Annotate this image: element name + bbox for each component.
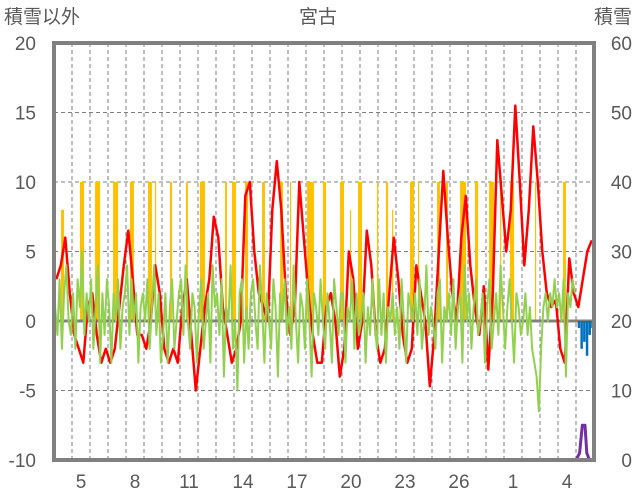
blue-bar xyxy=(583,321,586,342)
x-tick-label: 23 xyxy=(394,472,415,493)
precip-bar xyxy=(509,182,515,321)
precip-bar xyxy=(376,182,379,321)
precip-bar xyxy=(475,182,479,321)
precip-bar xyxy=(147,182,152,321)
left-axis-title: 積雪以外 xyxy=(4,6,80,28)
right-tick-label: 0 xyxy=(621,451,632,472)
right-tick-label: 10 xyxy=(611,382,632,403)
precip-bar xyxy=(232,182,236,321)
left-tick-label: 20 xyxy=(15,34,36,55)
blue-bar xyxy=(585,321,589,356)
precip-bar xyxy=(280,182,283,321)
x-tick-label: 5 xyxy=(76,472,87,493)
precip-bar xyxy=(385,182,389,321)
precip-bar xyxy=(410,182,414,321)
precip-bar xyxy=(154,182,157,321)
precip-bar xyxy=(340,182,344,321)
precip-bar xyxy=(500,182,502,321)
left-tick-label: 15 xyxy=(15,104,36,125)
left-tick-label: 0 xyxy=(25,312,36,333)
precip-bars xyxy=(61,182,566,321)
blue-bar xyxy=(580,321,583,349)
precip-bar xyxy=(113,182,119,321)
precip-bar xyxy=(289,182,292,321)
blue-bar xyxy=(577,321,581,328)
right-tick-label: 20 xyxy=(611,312,632,333)
precip-bar xyxy=(199,182,206,321)
right-tick-label: 60 xyxy=(611,34,632,55)
left-tick-label: -10 xyxy=(9,451,36,472)
x-tick-label: 11 xyxy=(179,472,199,493)
precip-bar xyxy=(534,182,537,321)
precip-bar xyxy=(185,182,188,321)
precip-bar xyxy=(358,182,362,321)
x-tick-label: 1 xyxy=(508,472,519,493)
chart-title: 宮古 xyxy=(299,6,337,28)
precip-bar xyxy=(446,182,449,321)
blue-bar xyxy=(588,321,591,335)
precip-bar xyxy=(95,182,101,321)
precip-bar xyxy=(563,182,566,321)
green-series-line xyxy=(54,250,576,413)
x-tick-label: 8 xyxy=(130,472,141,493)
x-tick-label: 14 xyxy=(232,472,254,493)
precip-bar xyxy=(460,182,467,321)
left-tick-label: 5 xyxy=(25,243,36,264)
left-tick-label: -5 xyxy=(19,382,36,403)
right-axis-title: 積雪 xyxy=(594,6,632,28)
precip-bar xyxy=(61,209,65,321)
x-tick-label: 20 xyxy=(340,472,361,493)
precip-bar xyxy=(129,182,134,321)
precip-bar xyxy=(225,182,227,321)
precip-bar xyxy=(262,182,265,321)
precip-bar xyxy=(244,182,249,321)
plot-frame xyxy=(52,41,596,462)
precip-bar xyxy=(489,182,494,321)
left-tick-label: 10 xyxy=(15,173,36,194)
precip-bar xyxy=(322,182,326,321)
x-tick-label: 26 xyxy=(448,472,469,493)
precip-bar xyxy=(169,182,173,321)
right-tick-label: 30 xyxy=(611,243,632,264)
right-tick-label: 40 xyxy=(611,173,632,194)
right-tick-label: 50 xyxy=(611,104,632,125)
x-tick-label: 17 xyxy=(286,472,307,493)
precip-bar xyxy=(417,182,420,321)
x-tick-label: 4 xyxy=(562,472,573,493)
precip-bar xyxy=(307,182,314,321)
